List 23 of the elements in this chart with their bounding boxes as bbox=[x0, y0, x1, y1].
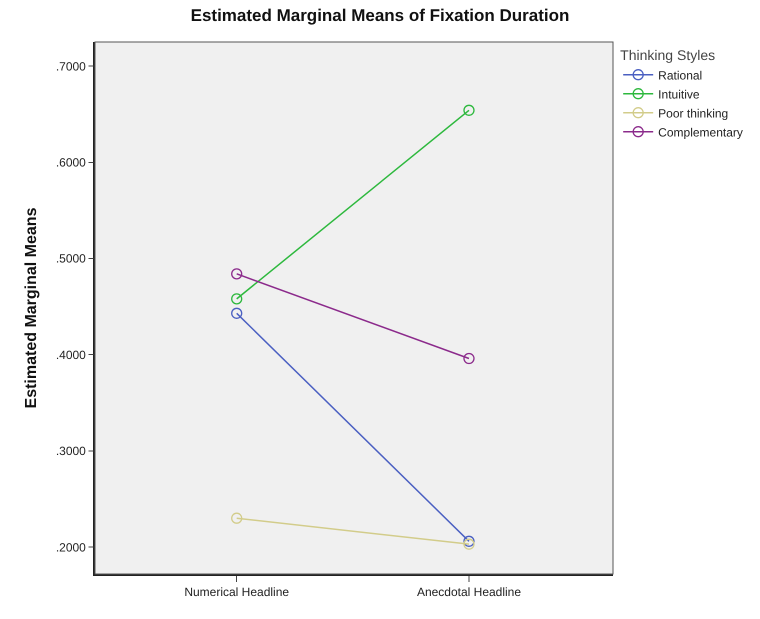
point bbox=[231, 293, 242, 305]
point bbox=[231, 308, 242, 319]
chart-title: Estimated Marginal Means of Fixation Duration bbox=[190, 6, 570, 26]
legend-label: Rational bbox=[658, 68, 702, 82]
y-tick-label: .6000 bbox=[56, 155, 86, 170]
y-axis-title: Estimated Marginal Means bbox=[23, 207, 40, 408]
point bbox=[463, 538, 475, 550]
legend-label: Poor thinking bbox=[658, 106, 728, 120]
y-tick-label: .2000 bbox=[56, 540, 86, 554]
x-tick-label: Numerical Headline bbox=[184, 585, 290, 600]
legend-label: Complementary bbox=[658, 125, 743, 140]
y-tick-label: .4000 bbox=[56, 348, 86, 362]
legend-label: Intuitive bbox=[658, 87, 700, 102]
point bbox=[463, 104, 475, 116]
point bbox=[463, 352, 475, 364]
point bbox=[463, 536, 475, 547]
y-tick-label: .3000 bbox=[56, 444, 86, 458]
point bbox=[231, 512, 242, 524]
y-tick-label: .5000 bbox=[56, 252, 86, 266]
point bbox=[231, 268, 242, 280]
x-tick-label: Anecdotal Headline bbox=[416, 585, 522, 600]
y-tick-label: .7000 bbox=[56, 59, 86, 74]
legend-title: Thinking Styles bbox=[620, 47, 716, 64]
